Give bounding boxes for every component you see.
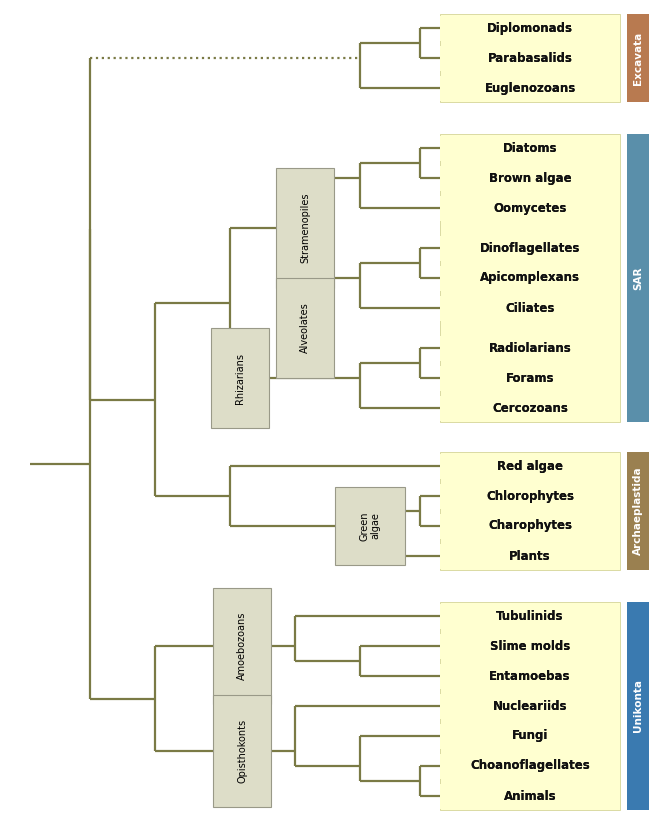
- FancyBboxPatch shape: [440, 484, 620, 509]
- Text: Fungi: Fungi: [512, 730, 548, 743]
- Text: Tubulinids: Tubulinids: [496, 609, 564, 623]
- Text: Red algae: Red algae: [497, 459, 563, 472]
- Text: Ciliates: Ciliates: [505, 301, 555, 315]
- FancyBboxPatch shape: [440, 396, 620, 421]
- Text: Diatoms: Diatoms: [503, 141, 557, 154]
- Text: Charophytes: Charophytes: [488, 520, 572, 533]
- FancyBboxPatch shape: [440, 454, 620, 479]
- Text: SAR: SAR: [633, 266, 643, 290]
- FancyBboxPatch shape: [440, 136, 620, 161]
- Text: Tubulinids: Tubulinids: [496, 609, 564, 623]
- Text: Nucleariids: Nucleariids: [493, 699, 567, 712]
- Text: Diatoms: Diatoms: [503, 141, 557, 154]
- Text: Forams: Forams: [506, 372, 554, 385]
- FancyBboxPatch shape: [440, 724, 620, 749]
- Text: Amoebozoans: Amoebozoans: [237, 612, 247, 681]
- Text: Opisthokonts: Opisthokonts: [237, 719, 247, 783]
- Text: Cercozoans: Cercozoans: [492, 401, 568, 414]
- Text: Animals: Animals: [504, 789, 557, 802]
- Text: Diplomonads: Diplomonads: [487, 21, 573, 34]
- Text: Brown algae: Brown algae: [489, 172, 572, 185]
- Bar: [440, 134, 620, 422]
- FancyBboxPatch shape: [440, 336, 620, 361]
- Text: Cercozoans: Cercozoans: [492, 401, 568, 414]
- FancyBboxPatch shape: [440, 196, 620, 221]
- Text: Radiolarians: Radiolarians: [489, 342, 572, 355]
- Text: Entamoebas: Entamoebas: [490, 669, 571, 682]
- Text: Diplomonads: Diplomonads: [487, 21, 573, 34]
- Text: Dinoflagellates: Dinoflagellates: [480, 242, 580, 255]
- Text: Plants: Plants: [509, 550, 551, 562]
- Text: Oomycetes: Oomycetes: [493, 202, 566, 215]
- Bar: [627, 452, 649, 570]
- Text: Chlorophytes: Chlorophytes: [486, 489, 574, 502]
- FancyBboxPatch shape: [440, 514, 620, 539]
- Text: Excavata: Excavata: [633, 31, 643, 85]
- Text: Brown algae: Brown algae: [489, 172, 572, 185]
- Text: Choanoflagellates: Choanoflagellates: [470, 760, 590, 773]
- Text: Parabasalids: Parabasalids: [488, 51, 572, 65]
- Text: Slime molds: Slime molds: [490, 640, 570, 653]
- FancyBboxPatch shape: [440, 366, 620, 391]
- Text: Ciliates: Ciliates: [505, 301, 555, 315]
- Text: Oomycetes: Oomycetes: [493, 202, 566, 215]
- Text: Nucleariids: Nucleariids: [493, 699, 567, 712]
- Text: Chlorophytes: Chlorophytes: [486, 489, 574, 502]
- Bar: [440, 14, 620, 102]
- FancyBboxPatch shape: [440, 266, 620, 291]
- Text: Choanoflagellates: Choanoflagellates: [470, 760, 590, 773]
- Text: Slime molds: Slime molds: [490, 640, 570, 653]
- FancyBboxPatch shape: [440, 76, 620, 101]
- Text: Stramenopiles: Stramenopiles: [300, 193, 310, 263]
- Text: Alveolates: Alveolates: [300, 302, 310, 354]
- Bar: [627, 134, 649, 422]
- Text: Dinoflagellates: Dinoflagellates: [480, 242, 580, 255]
- FancyBboxPatch shape: [440, 604, 620, 629]
- Text: Fungi: Fungi: [512, 730, 548, 743]
- FancyBboxPatch shape: [440, 544, 620, 569]
- FancyBboxPatch shape: [440, 754, 620, 779]
- Text: Animals: Animals: [504, 789, 557, 802]
- FancyBboxPatch shape: [440, 166, 620, 191]
- Text: Plants: Plants: [509, 550, 551, 562]
- Text: Forams: Forams: [506, 372, 554, 385]
- FancyBboxPatch shape: [440, 694, 620, 719]
- FancyBboxPatch shape: [440, 634, 620, 659]
- Bar: [627, 14, 649, 102]
- FancyBboxPatch shape: [440, 664, 620, 689]
- Bar: [627, 602, 649, 810]
- Text: Apicomplexans: Apicomplexans: [480, 271, 580, 284]
- FancyBboxPatch shape: [440, 46, 620, 71]
- FancyBboxPatch shape: [440, 16, 620, 41]
- FancyBboxPatch shape: [440, 296, 620, 321]
- Text: Charophytes: Charophytes: [488, 520, 572, 533]
- Text: Radiolarians: Radiolarians: [489, 342, 572, 355]
- Text: Rhizarians: Rhizarians: [235, 352, 245, 404]
- FancyBboxPatch shape: [440, 784, 620, 809]
- Text: Parabasalids: Parabasalids: [488, 51, 572, 65]
- Text: Euglenozoans: Euglenozoans: [484, 82, 575, 95]
- FancyBboxPatch shape: [440, 236, 620, 261]
- Text: Archaeplastida: Archaeplastida: [633, 467, 643, 556]
- Text: Euglenozoans: Euglenozoans: [484, 82, 575, 95]
- Text: Apicomplexans: Apicomplexans: [480, 271, 580, 284]
- Text: Entamoebas: Entamoebas: [490, 669, 571, 682]
- Text: Unikonta: Unikonta: [633, 680, 643, 733]
- Bar: [440, 602, 620, 810]
- Text: Green
algae: Green algae: [359, 511, 381, 541]
- Text: Red algae: Red algae: [497, 459, 563, 472]
- Bar: [440, 452, 620, 570]
